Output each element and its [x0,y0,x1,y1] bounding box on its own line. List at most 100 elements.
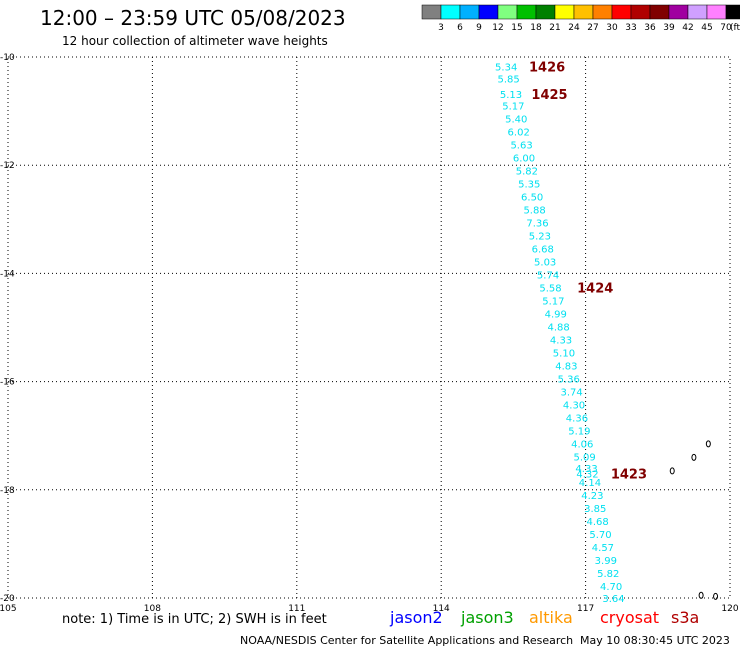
colorbar-swatch [611,4,632,20]
colorbar-label: 24 [568,23,580,33]
wave-height-label: 5.36 [558,374,580,385]
colorbar-label: 70 [720,23,732,33]
wave-height-label: 4.23 [581,491,603,502]
footer-timestamp: May 10 08:30:45 UTC 2023 [580,634,730,647]
colorbar-swatch [668,4,689,20]
wave-height-label: 3.99 [595,556,617,567]
wave-height-label: 4.32 [576,470,598,481]
y-tick-label: -12 [0,161,15,171]
colorbar-swatch [440,4,461,20]
wave-height-label: 5.40 [505,115,527,126]
colorbar-label: 30 [606,23,618,33]
wave-height-label: 5.23 [529,232,551,243]
colorbar-label: 21 [549,23,560,33]
wave-height-label: 4.57 [592,543,614,554]
colorbar-label: 6 [457,23,463,33]
wave-height-label: 5.63 [510,141,532,152]
wave-height-label: 5.17 [542,296,564,307]
plot-frame [7,56,731,599]
colorbar-label: 18 [530,23,542,33]
x-tick-label: 111 [288,604,305,614]
colorbar-swatch [725,4,740,20]
colorbar-swatch [421,4,442,20]
pass-time-label: 1425 [531,88,567,103]
wave-height-label: 5.17 [502,102,524,113]
satellite-cryosat: cryosat [600,608,660,627]
wave-height-label: 6.02 [508,128,530,139]
colorbar-swatch [630,4,651,20]
colorbar-swatch [592,4,613,20]
colorbar-label: 45 [701,23,712,33]
wave-height-label: 4.70 [600,582,622,593]
y-tick-label: -20 [0,594,15,604]
colorbar-swatch [497,4,518,20]
wave-height-label: 6.00 [513,154,535,165]
pass-time-label: 1426 [529,61,565,76]
wave-height-label: 3.85 [584,504,606,515]
wave-height-label: 4.33 [575,464,597,475]
satellite-jason3: jason3 [461,608,514,627]
wave-height-label: 5.35 [518,180,540,191]
x-tick-label: 105 [0,604,17,614]
colorbar-label: 12 [492,23,503,33]
wave-height-label: 7.36 [526,219,548,230]
colorbar-label: 39 [663,23,675,33]
colorbar-label: 15 [511,23,522,33]
x-tick-label: 108 [144,604,161,614]
y-tick-label: -14 [0,269,15,279]
wave-height-label: 5.03 [534,257,556,268]
wave-height-label: 6.50 [521,193,543,204]
wave-height-label: 5.70 [589,530,611,541]
colorbar-label: 42 [682,23,693,33]
island-outline [705,440,711,448]
satellite-jason2: jason2 [390,608,443,627]
colorbar-label: 36 [644,23,656,33]
wave-height-label: 6.68 [532,245,554,256]
colorbar-swatch [687,4,708,20]
colorbar-label: 9 [476,23,482,33]
wave-height-label: 5.13 [500,90,522,101]
x-tick-label: 114 [433,604,450,614]
wave-height-label: 4.14 [579,478,601,489]
pass-time-label: 1424 [577,281,613,296]
wave-height-label: 4.36 [566,413,588,424]
wave-height-label: 5.82 [516,167,538,178]
wave-height-label: 5.82 [597,569,619,580]
wave-height-label: 5.88 [523,206,545,217]
colorbar-label: 33 [625,23,636,33]
wave-height-label: 4.88 [548,322,570,333]
wave-height-label: 5.74 [537,270,559,281]
colorbar-swatch [554,4,575,20]
colorbar-swatch [573,4,594,20]
wave-height-label: 4.83 [555,361,577,372]
colorbar-unit: (ft) [730,23,740,33]
colorbar-swatch [516,4,537,20]
wave-height-label: 5.34 [495,63,517,74]
y-tick-label: -16 [0,378,15,388]
wave-height-label: 4.68 [587,517,609,528]
wave-height-label: 5.85 [497,75,519,86]
y-tick-label: -10 [0,53,15,63]
wave-height-label: 4.30 [563,400,585,411]
wave-height-label: 5.10 [553,348,575,359]
island-outline [691,453,697,461]
colorbar-swatch [478,4,499,20]
satellite-altika: altika [529,608,573,627]
y-tick-label: -18 [0,486,15,496]
wave-height-label: 3.64 [602,594,624,605]
wave-height-label: 4.06 [571,439,593,450]
chart-title: 12:00 – 23:59 UTC 05/08/2023 [40,6,346,30]
colorbar-swatch [706,4,727,20]
island-outline [713,592,719,600]
wave-height-label: 5.58 [539,283,561,294]
wave-height-label: 5.19 [568,426,590,437]
colorbar-swatch [459,4,480,20]
wave-height-label: 4.99 [545,309,567,320]
colorbar-label: 3 [438,23,444,33]
footer-credit: NOAA/NESDIS Center for Satellite Applica… [240,634,574,647]
colorbar-swatch [535,4,556,20]
island-outline [698,591,704,599]
x-tick-label: 120 [721,604,738,614]
